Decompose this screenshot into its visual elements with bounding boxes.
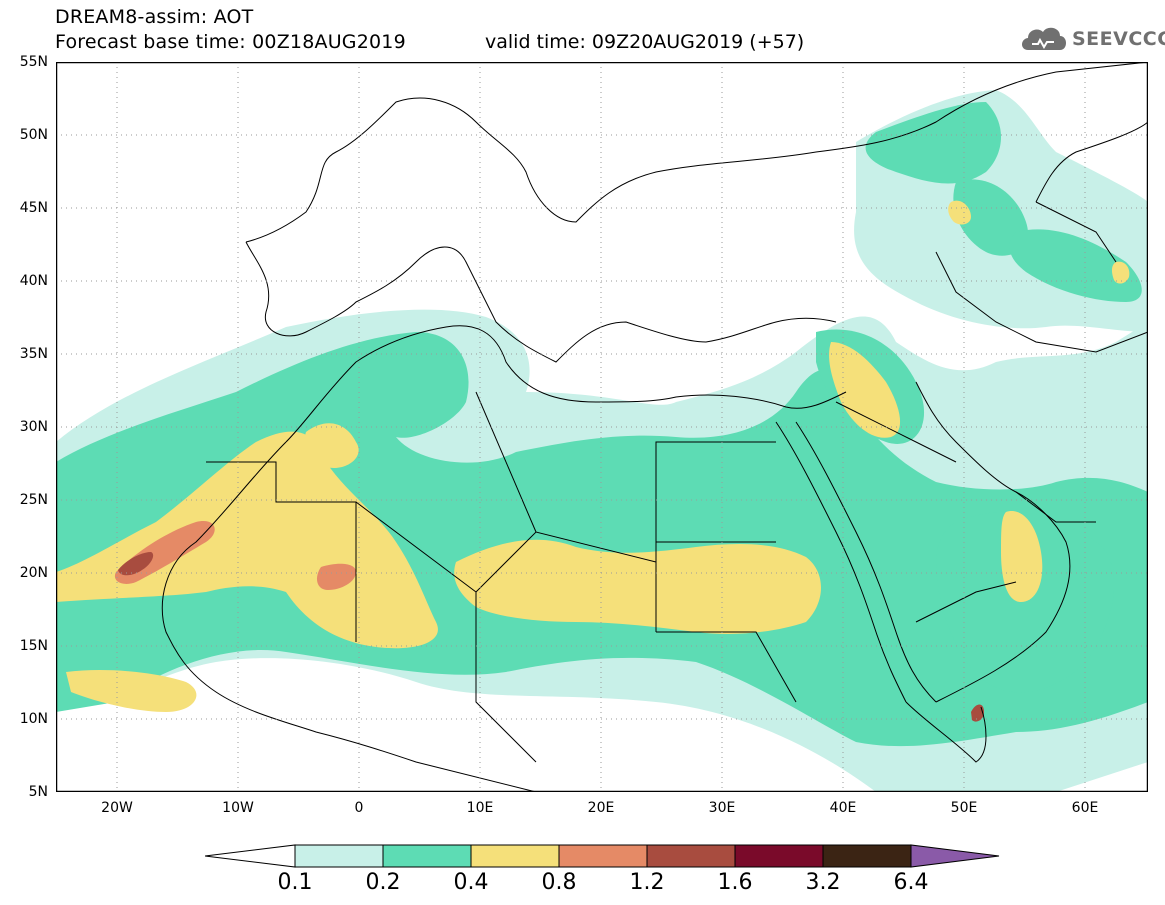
cloud-icon	[1022, 27, 1066, 50]
lon-label: 50E	[950, 800, 978, 816]
colorbar-over-triangle	[910, 844, 1000, 868]
lat-label: 25N	[19, 492, 48, 508]
colorbar-label: 0.4	[453, 870, 489, 895]
lat-label: 15N	[19, 638, 48, 654]
lon-label: 30E	[708, 800, 736, 816]
colorbar	[205, 844, 1000, 868]
lon-label: 20E	[587, 800, 615, 816]
colorbar-label: 3.2	[805, 870, 841, 895]
colorbar-segment	[470, 844, 560, 868]
lat-label: 10N	[19, 711, 48, 727]
logo-text: SEEVCCC	[1072, 28, 1165, 50]
colorbar-label: 0.2	[365, 870, 401, 895]
lon-label: 60E	[1071, 800, 1099, 816]
seevccc-logo: SEEVCCC	[1018, 22, 1165, 56]
lat-label: 35N	[19, 346, 48, 362]
lat-label: 5N	[28, 784, 48, 800]
colorbar-segment	[646, 844, 736, 868]
lon-label: 0	[354, 800, 364, 816]
country-borders	[161, 62, 1148, 792]
map-frame	[56, 62, 1148, 792]
colorbar-label: 1.6	[717, 870, 753, 895]
aot-band-1.2	[118, 552, 984, 722]
lat-label: 20N	[19, 565, 48, 581]
colorbar-label: 0.1	[277, 870, 313, 895]
map-title: DREAM8-assim: AOT	[55, 6, 254, 28]
valid-time: valid time: 09Z20AUG2019 (+57)	[485, 31, 805, 53]
lon-label: 40E	[829, 800, 857, 816]
aot-map	[56, 62, 1148, 792]
colorbar-segment	[734, 844, 824, 868]
colorbar-segment	[558, 844, 648, 868]
colorbar-segment	[294, 844, 384, 868]
colorbar-label: 6.4	[893, 870, 929, 895]
colorbar-label: 1.2	[629, 870, 665, 895]
forecast-base-time: Forecast base time: 00Z18AUG2019	[55, 31, 406, 53]
colorbar-segment	[822, 844, 912, 868]
lon-label: 10W	[222, 800, 254, 816]
lat-label: 55N	[19, 54, 48, 70]
colorbar-under-triangle	[205, 844, 296, 868]
lon-label: 20W	[101, 800, 133, 816]
lat-label: 40N	[19, 273, 48, 289]
lat-label: 30N	[19, 419, 48, 435]
aot-band-0.4	[56, 200, 1130, 712]
colorbar-label: 0.8	[541, 870, 577, 895]
lat-lon-grid	[56, 62, 1148, 792]
lon-label: 10E	[466, 800, 494, 816]
lat-label: 50N	[19, 127, 48, 143]
lat-label: 45N	[19, 200, 48, 216]
colorbar-segment	[382, 844, 472, 868]
